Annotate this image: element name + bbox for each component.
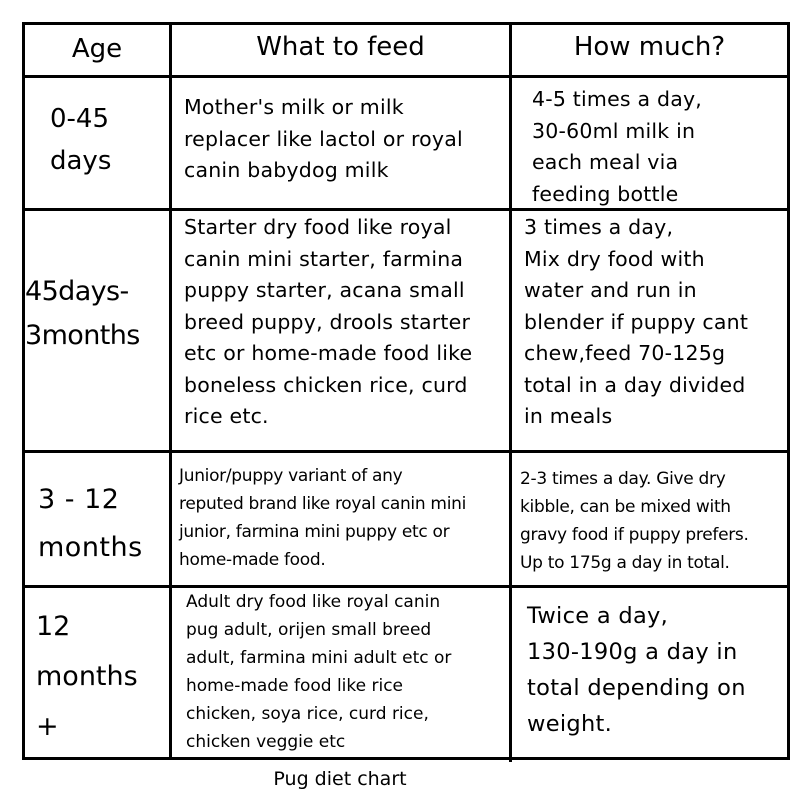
header-what-to-feed: What to feed bbox=[256, 32, 425, 62]
row-2-how: 3 times a day, Mix dry food with water a… bbox=[524, 215, 749, 428]
row-4-age: 12 months + bbox=[36, 611, 138, 742]
table-border-left bbox=[22, 22, 25, 760]
table-border-top bbox=[22, 22, 790, 25]
row-4-what: Adult dry food like royal canin pug adul… bbox=[186, 592, 452, 752]
row-divider-3 bbox=[22, 450, 790, 453]
row-3-how: 2-3 times a day. Give dry kibble, can be… bbox=[520, 469, 749, 573]
row-2-what: Starter dry food like royal canin mini s… bbox=[184, 215, 473, 428]
row-divider-1 bbox=[22, 75, 790, 78]
row-1-how: 4-5 times a day, 30-60ml milk in each me… bbox=[532, 87, 703, 206]
row-2-age: 45days- 3months bbox=[25, 276, 140, 351]
row-1-what: Mother's milk or milk replacer like lact… bbox=[184, 95, 463, 182]
header-how-much: How much? bbox=[573, 32, 726, 62]
row-4-how: Twice a day, 130-190g a day in total dep… bbox=[527, 603, 746, 737]
chart-caption: Pug diet chart bbox=[273, 768, 407, 790]
row-1-age: 0-45 days bbox=[50, 104, 112, 176]
header-age: Age bbox=[71, 34, 123, 64]
row-divider-2 bbox=[22, 208, 790, 211]
pug-diet-table: Age What to feed How much? 0-45 days Mot… bbox=[22, 22, 790, 762]
table-border-bottom bbox=[22, 757, 790, 760]
row-3-age: 3 - 12 months bbox=[38, 484, 143, 563]
table-border-right bbox=[787, 22, 790, 760]
column-divider-1 bbox=[169, 22, 172, 760]
column-divider-2 bbox=[509, 22, 512, 762]
row-divider-4 bbox=[22, 585, 790, 588]
row-3-what: Junior/puppy variant of any reputed bran… bbox=[179, 466, 467, 570]
